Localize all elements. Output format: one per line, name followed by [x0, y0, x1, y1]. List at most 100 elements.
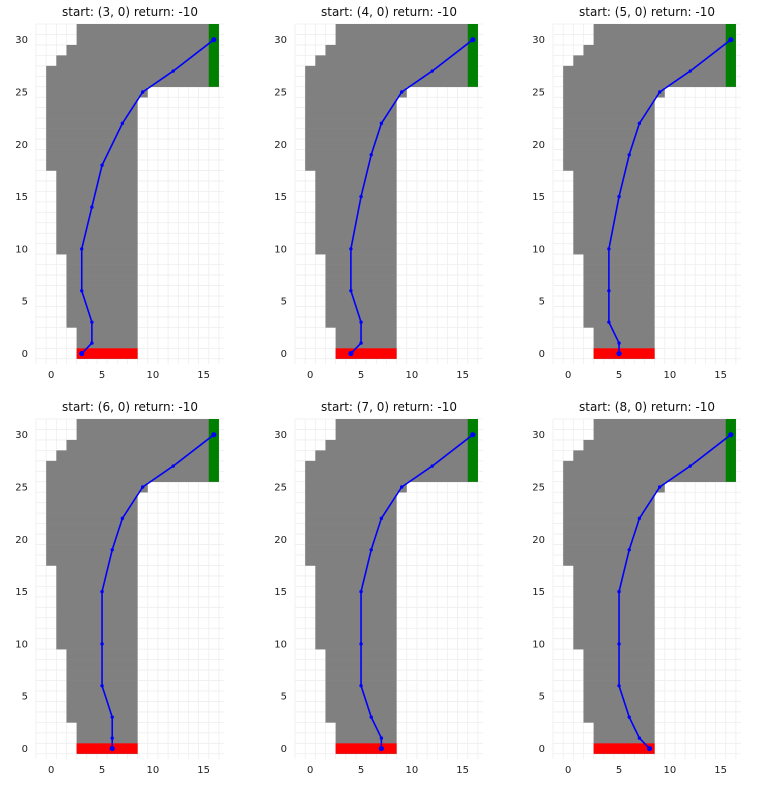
trajectory-point — [349, 247, 353, 251]
track-row — [583, 264, 655, 276]
finish-line — [467, 24, 478, 87]
x-tick-label: 10 — [405, 370, 418, 381]
trajectory-point — [617, 589, 621, 594]
track-row — [573, 617, 655, 629]
trajectory-point — [211, 432, 217, 438]
y-tick-label: 5 — [281, 297, 287, 308]
track-row — [66, 701, 138, 713]
trajectory-point — [728, 37, 734, 43]
start-line — [76, 743, 138, 754]
track-row — [46, 160, 138, 171]
track-row — [563, 118, 655, 129]
trajectory-point — [211, 37, 217, 43]
track-row — [573, 243, 655, 255]
x-tick-label: 5 — [616, 765, 622, 776]
track-row — [46, 97, 138, 108]
track-row — [305, 513, 397, 524]
track-row — [315, 638, 397, 650]
track-row — [583, 296, 655, 307]
track-row — [335, 327, 397, 339]
trajectory-point — [369, 153, 373, 157]
track-row — [325, 275, 397, 286]
start-line — [593, 348, 655, 359]
y-tick-label: 15 — [274, 192, 287, 203]
track-row — [305, 523, 397, 535]
start-line — [335, 743, 397, 754]
track-row — [573, 55, 736, 67]
y-tick-label: 10 — [274, 639, 287, 650]
y-tick-label: 5 — [539, 297, 545, 308]
track-row — [56, 170, 138, 182]
track-row — [305, 544, 397, 556]
track-row — [315, 170, 397, 182]
chart-panel-3: 0 5 10 15 0 5 10 15 20 25 30 start: (5, 0) return: … — [532, 5, 741, 381]
track-row — [593, 337, 655, 349]
trajectory-point — [141, 485, 145, 489]
chart-panel-2: 0 5 10 15 0 5 10 15 20 25 30 start: (4, 0) return: … — [274, 5, 483, 381]
track-row — [335, 34, 478, 46]
y-tick-label: 20 — [532, 140, 545, 151]
trajectory-point — [369, 548, 373, 552]
y-tick-label: 20 — [532, 535, 545, 546]
trajectory-point — [658, 90, 662, 94]
track-row — [563, 502, 655, 514]
y-tick-label: 10 — [532, 244, 545, 255]
x-tick-label: 5 — [99, 370, 105, 381]
trajectory-point — [688, 464, 692, 468]
track-row — [315, 243, 397, 255]
track-row — [56, 638, 138, 650]
chart-title: start: (6, 0) return: -10 — [62, 400, 198, 414]
finish-line — [725, 419, 736, 482]
trajectory-point — [379, 736, 384, 740]
trajectory-point — [369, 715, 373, 719]
x-tick-label: 5 — [616, 370, 622, 381]
track-row — [56, 243, 138, 255]
trajectory-point — [616, 350, 622, 357]
track-row — [325, 701, 397, 713]
track-row — [305, 65, 478, 77]
x-tick-label: 15 — [456, 370, 469, 381]
trajectory-point — [359, 684, 363, 688]
trajectory-point — [359, 642, 363, 646]
track-row — [593, 732, 655, 744]
x-tick-label: 0 — [307, 370, 313, 381]
track-row — [66, 44, 219, 56]
y-tick-label: 20 — [274, 535, 287, 546]
x-tick-label: 10 — [146, 765, 159, 776]
track-row — [335, 722, 397, 734]
track-row — [315, 55, 478, 67]
start-line — [593, 743, 655, 754]
trajectory-point — [617, 194, 621, 199]
track-row — [76, 419, 219, 430]
track-row — [583, 285, 655, 297]
track-row — [76, 722, 138, 734]
trajectory-point — [79, 350, 85, 357]
trajectory-point — [171, 464, 175, 468]
y-tick-label: 30 — [274, 35, 287, 46]
y-tick-label: 25 — [274, 88, 287, 99]
track-row — [46, 139, 138, 150]
track-row — [315, 586, 397, 598]
track-row — [305, 460, 478, 472]
track-row — [46, 149, 138, 161]
track-row — [573, 201, 655, 213]
track-row — [66, 691, 138, 702]
y-tick-label: 30 — [274, 430, 287, 441]
track-row — [315, 607, 397, 619]
track-row — [315, 596, 397, 608]
track-row — [573, 607, 655, 619]
track-row — [46, 76, 219, 88]
track-row — [563, 544, 655, 556]
y-tick-label: 5 — [281, 692, 287, 703]
trajectory-point — [470, 37, 476, 43]
trajectory-point — [658, 485, 662, 489]
track-row — [66, 439, 219, 451]
track-row — [583, 275, 655, 286]
trajectory-point — [430, 464, 434, 468]
trajectory-point — [90, 341, 94, 345]
track-row — [563, 513, 655, 524]
trajectory-point — [359, 589, 363, 594]
track-row — [583, 711, 655, 723]
trajectory-point — [100, 684, 104, 688]
